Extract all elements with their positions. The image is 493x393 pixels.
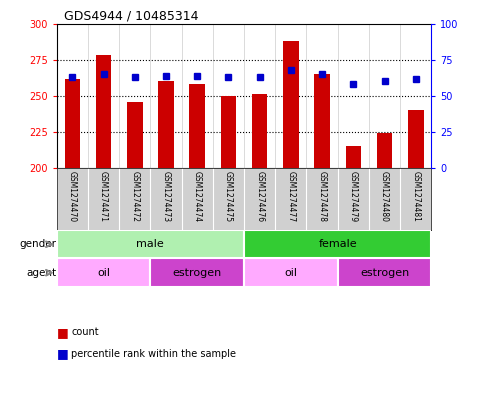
Text: GDS4944 / 10485314: GDS4944 / 10485314 <box>64 9 199 22</box>
Text: GSM1274474: GSM1274474 <box>193 171 202 222</box>
Bar <box>127 102 142 168</box>
Text: gender: gender <box>20 239 57 249</box>
Text: ■: ■ <box>57 325 69 339</box>
Text: GSM1274480: GSM1274480 <box>380 171 389 222</box>
Bar <box>338 259 431 287</box>
Bar <box>57 259 150 287</box>
Text: GSM1274475: GSM1274475 <box>224 171 233 222</box>
Bar <box>315 74 330 168</box>
Bar <box>150 259 244 287</box>
Bar <box>65 79 80 168</box>
Bar <box>57 230 244 259</box>
Bar <box>221 96 236 168</box>
Text: count: count <box>71 327 99 337</box>
Text: GSM1274470: GSM1274470 <box>68 171 77 222</box>
Bar <box>244 259 338 287</box>
Text: GSM1274477: GSM1274477 <box>286 171 295 222</box>
Text: GSM1274473: GSM1274473 <box>162 171 171 222</box>
Bar <box>346 147 361 168</box>
Text: agent: agent <box>27 268 57 278</box>
Text: male: male <box>137 239 164 249</box>
Bar <box>252 94 267 168</box>
Text: GSM1274471: GSM1274471 <box>99 171 108 222</box>
Bar <box>96 55 111 168</box>
Text: GSM1274479: GSM1274479 <box>349 171 358 222</box>
Text: GSM1274478: GSM1274478 <box>317 171 326 222</box>
Bar <box>189 84 205 168</box>
Text: GSM1274481: GSM1274481 <box>411 171 420 222</box>
Text: GSM1274472: GSM1274472 <box>130 171 139 222</box>
Text: female: female <box>318 239 357 249</box>
Text: oil: oil <box>97 268 110 278</box>
Bar <box>244 230 431 259</box>
Text: estrogen: estrogen <box>360 268 409 278</box>
Bar <box>158 81 174 168</box>
Bar <box>377 134 392 168</box>
Text: estrogen: estrogen <box>173 268 222 278</box>
Text: oil: oil <box>284 268 297 278</box>
Bar <box>283 41 299 168</box>
Text: GSM1274476: GSM1274476 <box>255 171 264 222</box>
Bar <box>408 110 423 168</box>
Text: percentile rank within the sample: percentile rank within the sample <box>71 349 237 359</box>
Text: ■: ■ <box>57 347 69 360</box>
